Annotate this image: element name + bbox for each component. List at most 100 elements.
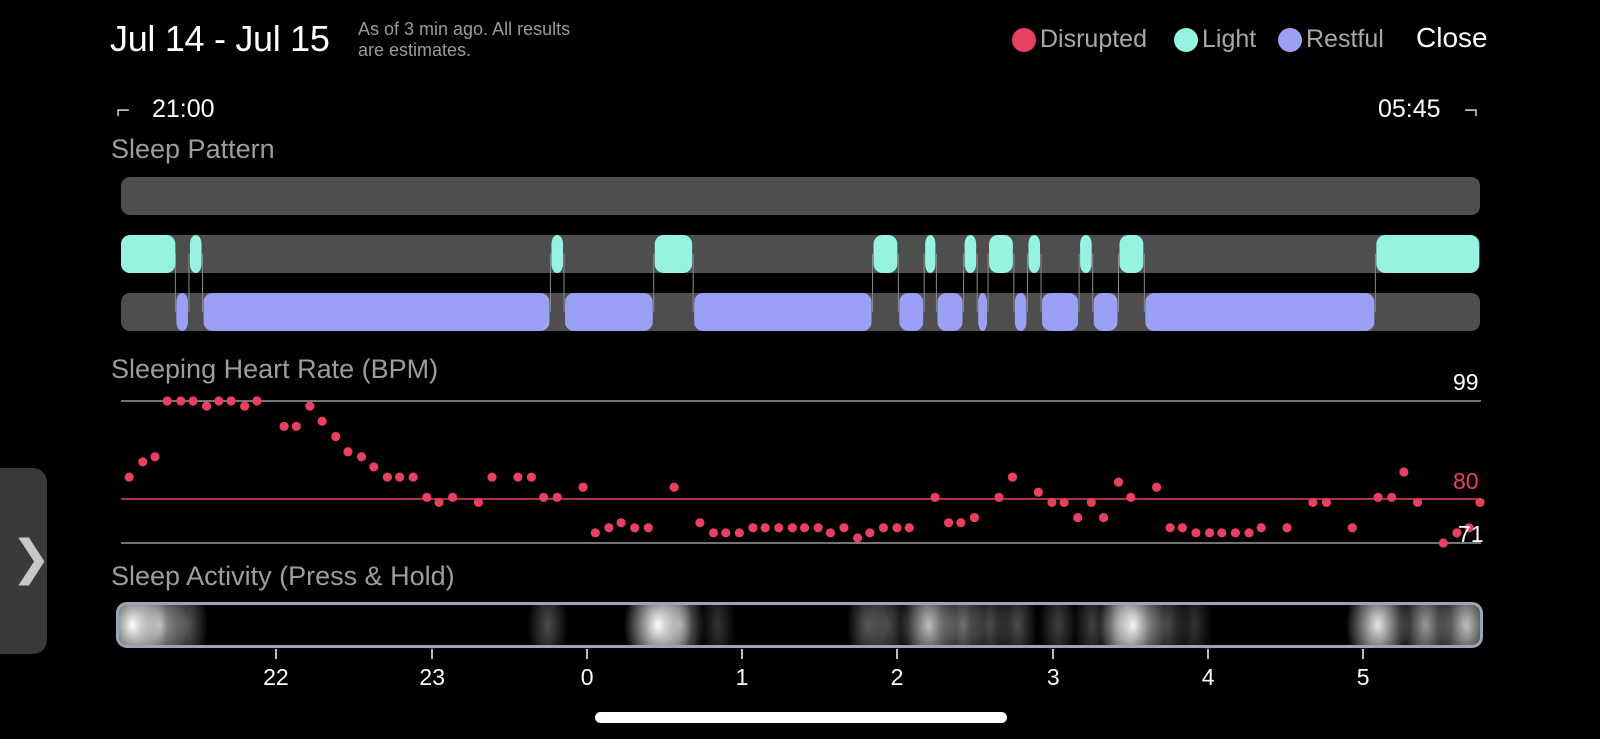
restful-segment xyxy=(176,293,188,331)
sleep-activity-heatmap xyxy=(119,605,1480,645)
hr-point xyxy=(695,518,705,528)
close-button[interactable]: Close xyxy=(1416,22,1488,53)
hr-point xyxy=(188,396,198,406)
hr-point xyxy=(616,518,626,528)
axis-tick-label: 3 xyxy=(1046,664,1060,690)
sleep-pattern-chart[interactable] xyxy=(0,0,1600,340)
hr-point xyxy=(138,457,148,467)
axis-tick-mark xyxy=(586,649,589,659)
restful-segment xyxy=(899,293,924,331)
hr-point xyxy=(1086,497,1096,508)
hr-point xyxy=(1438,538,1448,548)
hr-point xyxy=(240,401,250,411)
light-segment xyxy=(1028,235,1041,273)
hr-point xyxy=(1347,523,1357,533)
hr-point xyxy=(176,396,186,406)
hr-point xyxy=(669,482,679,492)
hr-point xyxy=(487,472,497,482)
restful-segment xyxy=(937,293,963,331)
activity-burst xyxy=(527,605,568,645)
hr-point xyxy=(878,523,888,533)
restful-segment xyxy=(1145,293,1375,331)
estimate-note-line2: are estimates. xyxy=(358,40,472,60)
legend-disrupted-label: Disrupted xyxy=(1040,25,1147,53)
hr-point xyxy=(1217,528,1227,538)
hr-point xyxy=(343,447,353,457)
hr-point xyxy=(162,396,172,406)
axis-tick-label: 2 xyxy=(890,664,904,690)
hr-point xyxy=(930,492,940,502)
hr-point xyxy=(994,492,1004,502)
restful-segment xyxy=(694,293,872,331)
hr-point xyxy=(434,497,444,508)
legend-light-label: Light xyxy=(1202,25,1257,53)
hr-point xyxy=(356,452,367,462)
hr-point xyxy=(1256,523,1266,533)
axis-tick-label: 4 xyxy=(1201,664,1215,690)
hr-point xyxy=(317,416,327,426)
restful-dot-icon xyxy=(1278,27,1302,52)
restful-segment xyxy=(203,293,550,331)
hr-point xyxy=(578,482,588,492)
hr-point xyxy=(1387,492,1397,502)
hr-point xyxy=(839,523,849,533)
axis-tick-mark xyxy=(1207,649,1210,659)
activity-burst xyxy=(1437,605,1480,645)
hr-point xyxy=(1452,528,1462,538)
hr-point xyxy=(760,523,770,533)
hr-point xyxy=(1059,497,1069,508)
axis-tick-mark xyxy=(741,649,744,659)
hr-point xyxy=(150,452,160,462)
axis-tick-mark xyxy=(1052,649,1055,659)
light-track xyxy=(121,235,1480,273)
light-segment xyxy=(989,235,1013,273)
disrupted-dot-icon xyxy=(1012,27,1036,52)
activity-burst xyxy=(1039,605,1078,645)
hr-max-label: 99 xyxy=(1453,369,1479,395)
hr-point xyxy=(956,518,966,528)
restful-segment xyxy=(978,293,988,331)
legend-light: Light xyxy=(1174,25,1256,54)
start-time: 21:00 xyxy=(152,95,215,123)
hr-point xyxy=(1126,492,1136,502)
sleep-activity-title: Sleep Activity (Press & Hold) xyxy=(111,561,455,591)
hr-point xyxy=(1204,528,1215,538)
restful-segment xyxy=(1014,293,1027,331)
light-segment xyxy=(1080,235,1092,273)
hr-point xyxy=(1244,528,1254,538)
hr-point xyxy=(604,523,614,533)
hr-point xyxy=(447,492,458,502)
side-panel-handle[interactable]: ❯ xyxy=(0,468,51,654)
hr-point xyxy=(331,431,341,442)
hr-point xyxy=(1177,523,1187,533)
hr-point xyxy=(969,513,980,523)
hr-point xyxy=(643,523,653,533)
hr-point xyxy=(1098,513,1109,523)
hr-point xyxy=(721,528,731,538)
hr-point xyxy=(787,523,797,533)
hr-point xyxy=(1475,497,1485,508)
activity-burst xyxy=(997,605,1038,645)
hr-point xyxy=(799,523,810,533)
hr-point xyxy=(1007,472,1018,482)
hr-point xyxy=(904,523,914,533)
restful-segment xyxy=(565,293,653,331)
light-segment xyxy=(1119,235,1144,273)
hr-point xyxy=(526,472,537,482)
hr-point xyxy=(1230,528,1240,538)
date-range-title: Jul 14 - Jul 15 xyxy=(110,18,330,59)
hr-point xyxy=(1047,497,1057,508)
axis-tick-mark xyxy=(895,649,898,659)
sleep-activity-strip[interactable] xyxy=(116,602,1483,648)
hr-point xyxy=(394,472,405,482)
activity-burst xyxy=(654,605,705,645)
hr-point xyxy=(590,528,600,538)
axis-tick-mark xyxy=(431,649,434,659)
hr-point xyxy=(1113,477,1124,487)
home-indicator[interactable] xyxy=(595,712,1007,723)
axis-tick-label: 0 xyxy=(580,664,594,690)
hr-point xyxy=(1373,492,1383,502)
end-bracket-icon: ¬ xyxy=(1464,97,1479,124)
hr-point xyxy=(1191,528,1201,538)
start-bracket-icon: ⌐ xyxy=(116,97,131,124)
